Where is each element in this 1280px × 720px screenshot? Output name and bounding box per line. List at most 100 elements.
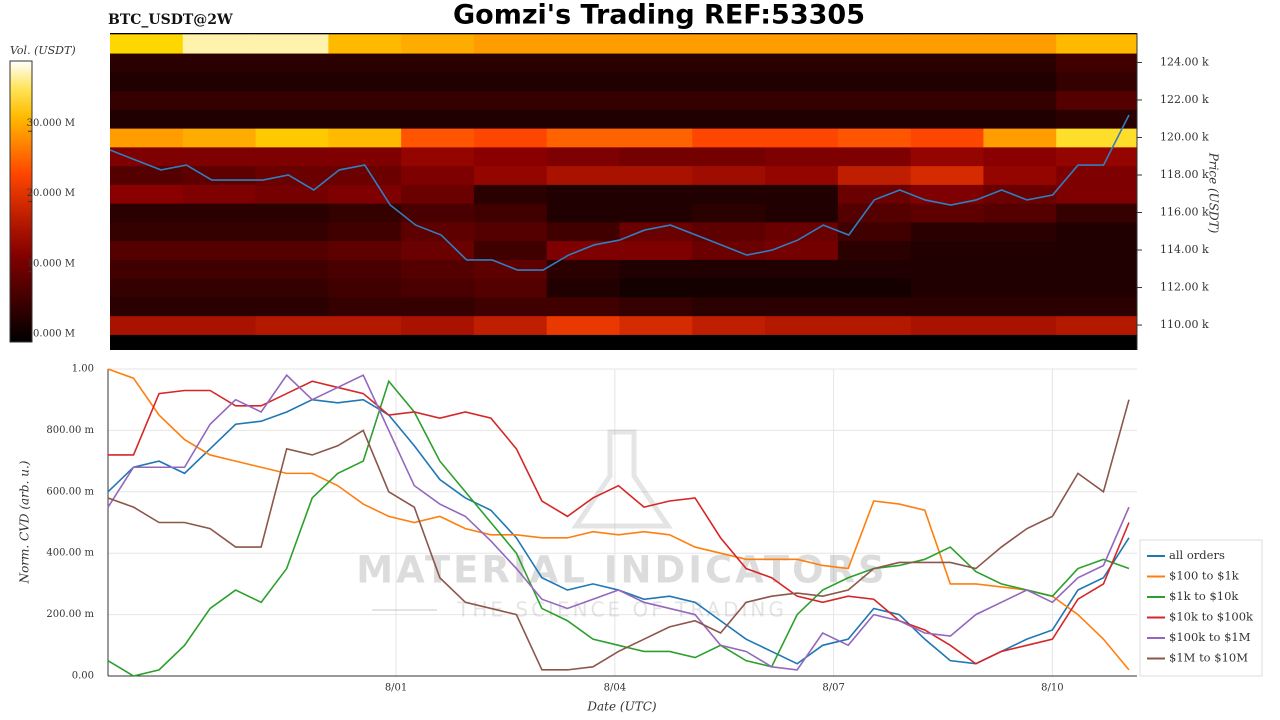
heatmap-cell bbox=[473, 109, 548, 129]
heatmap-cell bbox=[401, 165, 475, 185]
heatmap-cell bbox=[546, 90, 620, 110]
heatmap-cell bbox=[837, 71, 912, 92]
y-tick-label: 110.00 k bbox=[1160, 318, 1209, 331]
heatmap-cell bbox=[546, 184, 620, 204]
heatmap-cell bbox=[473, 240, 548, 260]
heatmap-cell bbox=[473, 184, 548, 204]
heatmap-cell bbox=[473, 165, 548, 185]
y-tick-label: 124.00 k bbox=[1160, 55, 1209, 68]
heatmap-cell bbox=[110, 128, 184, 148]
series-line bbox=[108, 380, 1130, 665]
heatmap-cell bbox=[765, 184, 839, 204]
heatmap-cell bbox=[182, 146, 257, 167]
heatmap-cell bbox=[328, 184, 402, 204]
heatmap-cell bbox=[110, 71, 184, 92]
heatmap-cells bbox=[110, 34, 1138, 335]
heatmap-cell bbox=[619, 296, 693, 317]
heatmap-cell bbox=[1056, 203, 1138, 223]
heatmap-cell bbox=[983, 278, 1057, 298]
heatmap-cell bbox=[837, 278, 912, 298]
heatmap-cell bbox=[401, 34, 475, 54]
heatmap-cell bbox=[546, 240, 620, 260]
heatmap-cell bbox=[619, 53, 693, 73]
heatmap-cell bbox=[910, 53, 984, 73]
heatmap-cell bbox=[1056, 315, 1138, 335]
y-tick-label: 1.00 bbox=[72, 364, 94, 375]
heatmap-cell bbox=[110, 34, 184, 54]
heatmap-cell bbox=[1056, 90, 1138, 110]
heatmap-cell bbox=[910, 221, 984, 242]
heatmap-cell bbox=[1056, 165, 1138, 185]
heatmap-cell bbox=[910, 203, 984, 223]
heatmap-cell bbox=[182, 315, 257, 335]
heatmap-cell bbox=[765, 146, 839, 167]
heatmap-cell bbox=[546, 128, 620, 148]
heatmap-cell bbox=[692, 259, 766, 279]
heatmap-cell bbox=[837, 259, 912, 279]
heatmap-cell bbox=[110, 221, 184, 242]
heatmap-cell bbox=[473, 128, 548, 148]
y-axis-label: Norm. CVD (arb. u.) bbox=[18, 460, 32, 584]
heatmap-cell bbox=[765, 165, 839, 185]
x-tick-label: 8/01 bbox=[385, 683, 407, 694]
x-tick-label: 8/04 bbox=[604, 683, 626, 694]
heatmap-cell bbox=[983, 184, 1057, 204]
colorbar-tick-label: 10.000 M bbox=[27, 258, 75, 269]
heatmap-cell bbox=[401, 109, 475, 129]
heatmap-cell bbox=[837, 203, 912, 223]
series-line bbox=[107, 399, 1130, 671]
heatmap-cell bbox=[110, 240, 184, 260]
heatmap-cell bbox=[473, 146, 548, 167]
heatmap-cell bbox=[255, 34, 329, 54]
heatmap-cell bbox=[110, 203, 184, 223]
heatmap-cell bbox=[765, 296, 839, 317]
heatmap-cell bbox=[182, 259, 257, 279]
heatmap-cell bbox=[110, 90, 184, 110]
heatmap-cell bbox=[546, 34, 620, 54]
heatmap-cell bbox=[110, 146, 184, 167]
heatmap-cell bbox=[692, 278, 766, 298]
heatmap-cell bbox=[983, 315, 1057, 335]
heatmap-cell bbox=[328, 203, 402, 223]
heatmap-cell bbox=[401, 53, 475, 73]
heatmap-cell bbox=[182, 184, 257, 204]
heatmap-cell bbox=[619, 146, 693, 167]
heatmap-cell bbox=[1056, 34, 1138, 54]
heatmap-cell bbox=[910, 146, 984, 167]
heatmap-cell bbox=[401, 90, 475, 110]
y-tick-label: 0.00 bbox=[72, 671, 94, 682]
y-tick-label: 800.00 m bbox=[46, 425, 94, 436]
heatmap-cell bbox=[692, 296, 766, 317]
heatmap-cell bbox=[182, 240, 257, 260]
heatmap-cell bbox=[328, 146, 402, 167]
heatmap-cell bbox=[473, 259, 548, 279]
heatmap-cell bbox=[401, 315, 475, 335]
heatmap-cell bbox=[837, 34, 912, 54]
heatmap-cell bbox=[473, 90, 548, 110]
colorbar-tick-label: 0.000 M bbox=[33, 329, 75, 340]
y-tick-label: 114.00 k bbox=[1160, 243, 1209, 256]
heatmap-cell bbox=[110, 296, 184, 317]
x-tick-label: 8/10 bbox=[1041, 683, 1063, 694]
heatmap-cell bbox=[765, 128, 839, 148]
heatmap-cell bbox=[182, 90, 257, 110]
watermark: MATERIAL INDICATORS THE SCIENCE OF TRADIN… bbox=[356, 429, 885, 622]
heatmap-cell bbox=[401, 259, 475, 279]
heatmap-cell bbox=[546, 165, 620, 185]
heatmap-cell bbox=[1056, 109, 1138, 129]
heatmap-cell bbox=[328, 90, 402, 110]
heatmap-cell bbox=[401, 146, 475, 167]
heatmap-cell bbox=[837, 146, 912, 167]
heatmap-cell bbox=[401, 128, 475, 148]
heatmap-cell bbox=[1056, 53, 1138, 73]
heatmap-cell bbox=[692, 203, 766, 223]
watermark-tagline: THE SCIENCE OF TRADING bbox=[456, 598, 787, 622]
heatmap-cell bbox=[110, 165, 184, 185]
heatmap-cell bbox=[110, 53, 184, 73]
legend-box bbox=[1139, 539, 1263, 677]
heatmap-cell bbox=[328, 53, 402, 73]
heatmap-cell bbox=[983, 240, 1057, 260]
heatmap-cell bbox=[910, 71, 984, 92]
heatmap-cell bbox=[1056, 240, 1138, 260]
